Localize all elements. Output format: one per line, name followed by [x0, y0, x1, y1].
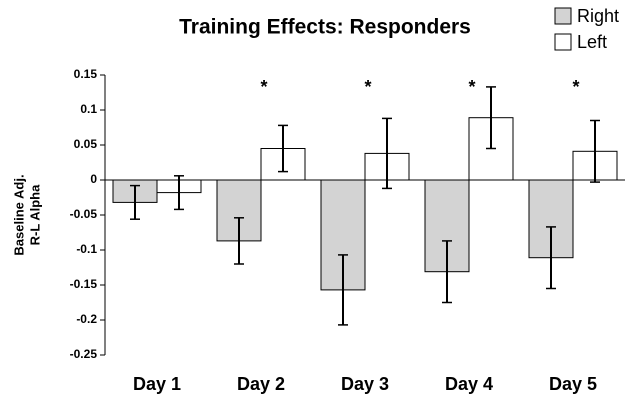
legend-swatch	[554, 7, 572, 25]
x-tick-label: Day 5	[549, 374, 597, 394]
error-bar	[278, 124, 288, 173]
error-bar	[486, 86, 496, 150]
error-bar	[546, 226, 556, 290]
y-tick-label: -0.15	[70, 277, 98, 291]
error-bar	[130, 184, 140, 220]
chart-title: Training Effects: Responders	[179, 16, 471, 39]
annotation: *	[260, 77, 267, 97]
y-tick-label: 0	[90, 172, 97, 186]
y-axis-label-line: Baseline Adj.	[11, 174, 26, 255]
error-bar	[382, 117, 392, 190]
annotation: *	[364, 77, 371, 97]
legend-swatch	[554, 33, 572, 51]
x-tick-label: Day 1	[133, 374, 181, 394]
y-tick-label: -0.1	[76, 242, 97, 256]
x-tick-label: Day 3	[341, 374, 389, 394]
y-tick-label: -0.25	[70, 347, 98, 361]
error-bar	[590, 119, 600, 183]
y-tick-label: -0.05	[70, 207, 98, 221]
annotation: *	[468, 77, 475, 97]
legend-label: Right	[577, 6, 619, 26]
y-axis-label: Baseline Adj. R-L Alpha	[11, 174, 42, 255]
annotation: *	[572, 77, 579, 97]
y-tick-label: 0.1	[80, 102, 97, 116]
x-tick-label: Day 4	[445, 374, 493, 394]
error-bar	[442, 240, 452, 304]
y-tick-label: 0.05	[74, 137, 98, 151]
x-tick-label: Day 2	[237, 374, 285, 394]
error-bar	[234, 217, 244, 265]
error-bar	[338, 254, 348, 326]
error-bar	[174, 175, 184, 211]
y-tick-label: -0.2	[76, 312, 97, 326]
legend-label: Left	[577, 32, 607, 52]
y-tick-label: 0.15	[74, 67, 98, 81]
y-axis-label-line: R-L Alpha	[27, 184, 42, 245]
